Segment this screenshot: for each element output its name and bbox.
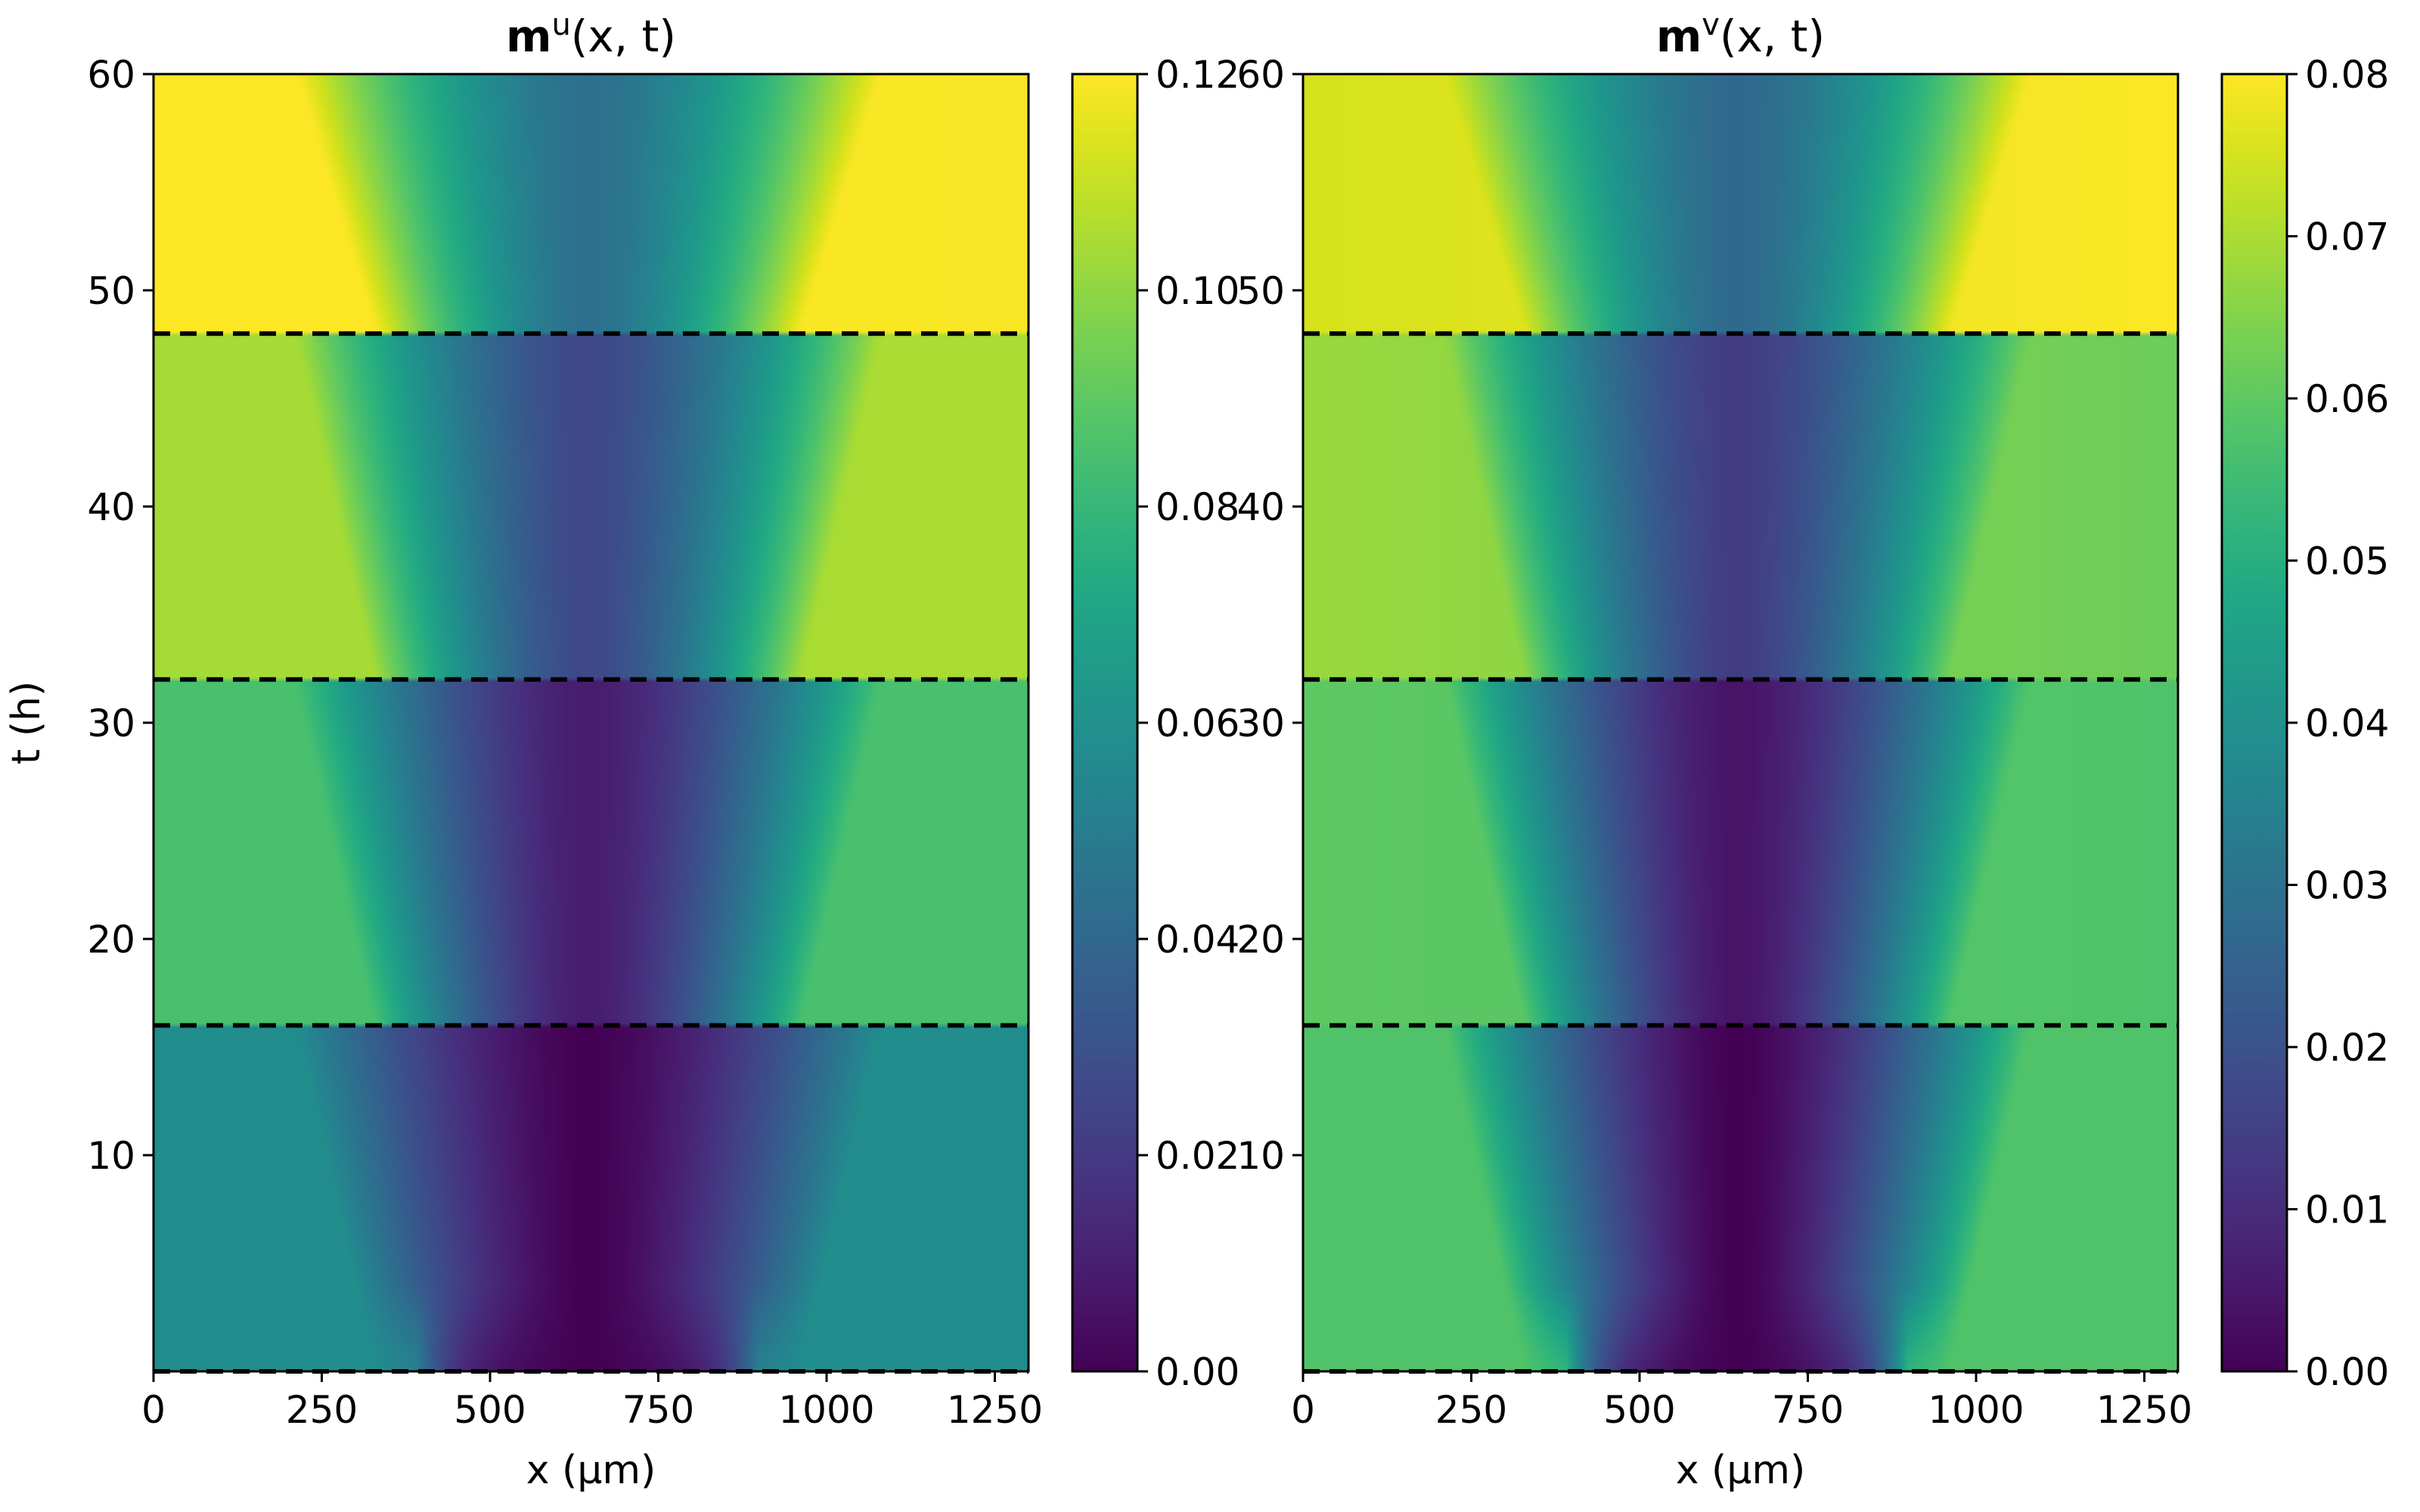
chart-title-mu: mu(x, t) <box>506 8 676 62</box>
x-tick-label: 0 <box>1291 1388 1315 1432</box>
heatmap-panel-mu: mu(x, t) x (μm) t (h) 0 250 500 750 1000 1250… <box>4 8 1239 1493</box>
x-axis-label-mv: x (μm) <box>1676 1448 1806 1493</box>
y-tick-label: 20 <box>1236 918 1285 962</box>
colorbar-tick-label: 0.00 <box>1156 1350 1239 1394</box>
y-tick-label: 60 <box>87 53 135 97</box>
x-tick-label: 1250 <box>2096 1388 2192 1432</box>
y-tick-label: 10 <box>1236 1134 1285 1178</box>
y-tick-label: 40 <box>1236 485 1285 529</box>
colorbar-tick-label: 0.07 <box>2305 215 2389 259</box>
x-axis-label-mu: x (μm) <box>526 1448 656 1493</box>
x-tick-label: 750 <box>1772 1388 1844 1432</box>
colorbar-tick-label: 0.06 <box>2305 377 2389 421</box>
heatmap-image <box>154 74 1028 1371</box>
y-tick-label: 20 <box>87 918 135 962</box>
colorbar-tick-label: 0.03 <box>2305 864 2389 908</box>
colorbar-tick-label: 0.12 <box>1156 53 1239 97</box>
x-tick-label: 750 <box>622 1388 694 1432</box>
y-tick-label: 30 <box>87 702 135 745</box>
colorbar-tick-label: 0.05 <box>2305 540 2389 584</box>
x-tick-label: 250 <box>1435 1388 1507 1432</box>
y-tick-label: 10 <box>87 1134 135 1178</box>
colorbar-tick-label: 0.00 <box>2305 1350 2389 1394</box>
x-tick-label: 500 <box>454 1388 526 1432</box>
y-axis-label: t (h) <box>4 681 49 764</box>
colorbar-tick-label: 0.10 <box>1156 269 1239 313</box>
colorbar <box>2220 73 2288 1373</box>
colorbar-tick-label: 0.02 <box>1156 1134 1239 1178</box>
colorbar-tick-label: 0.02 <box>2305 1026 2389 1070</box>
colorbar-tick-label: 0.06 <box>1156 702 1239 745</box>
x-tick-label: 1250 <box>947 1388 1043 1432</box>
x-tick-label: 1000 <box>778 1388 874 1432</box>
colorbar-tick-label: 0.08 <box>2305 53 2389 97</box>
y-tick-label: 50 <box>87 269 135 313</box>
y-tick-label: 40 <box>87 485 135 529</box>
x-tick-label: 500 <box>1603 1388 1675 1432</box>
chart-title-mv: mv(x, t) <box>1656 8 1825 62</box>
x-tick-label: 250 <box>286 1388 358 1432</box>
colorbar <box>1071 73 1139 1373</box>
colorbar-tick-label: 0.01 <box>2305 1188 2389 1232</box>
colorbar-tick-label: 0.04 <box>1156 918 1239 962</box>
x-tick-label: 0 <box>141 1388 166 1432</box>
y-tick-label: 50 <box>1236 269 1285 313</box>
heatmap-panel-mv: mv(x, t) x (μm) 0 250 500 750 1000 1250 10 20 30… <box>1236 8 2389 1493</box>
y-tick-label: 30 <box>1236 702 1285 745</box>
heatmap-image <box>1303 74 2178 1371</box>
y-tick-label: 60 <box>1236 53 1285 97</box>
colorbar-tick-label: 0.08 <box>1156 485 1239 529</box>
x-tick-label: 1000 <box>1928 1388 2024 1432</box>
colorbar-tick-label: 0.04 <box>2305 702 2389 745</box>
